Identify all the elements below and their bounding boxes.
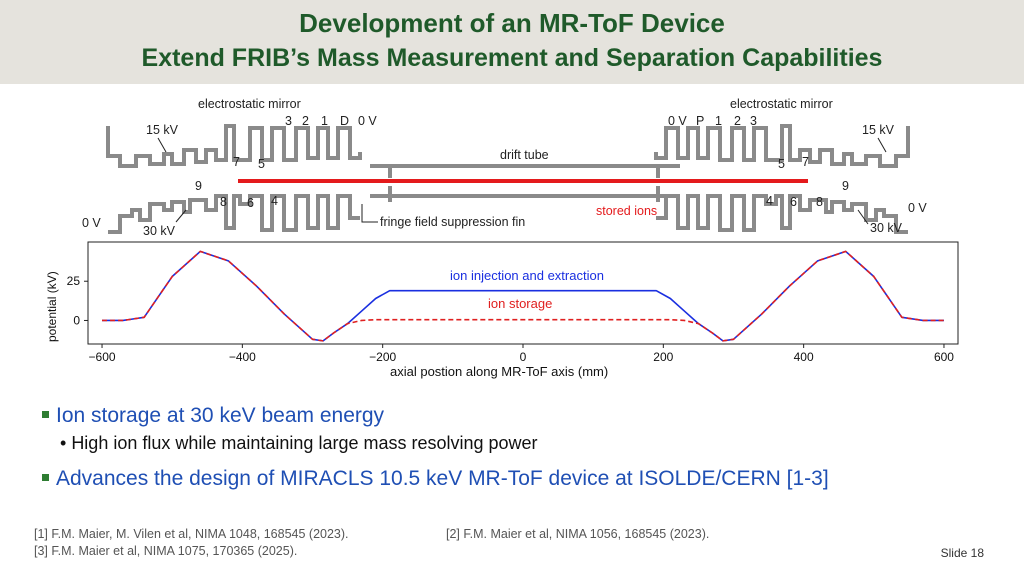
slide-subtitle: Extend FRIB’s Mass Measurement and Separ… <box>141 44 883 72</box>
left-electrode-2: 2 <box>302 114 309 128</box>
bullet-dot-icon: • <box>60 433 67 453</box>
right-electrode-p: P <box>696 114 704 128</box>
left-15kv-label: 15 kV <box>146 123 179 137</box>
pointer-left-30kv <box>175 209 187 223</box>
right-electrode-0v: 0 V <box>668 114 687 128</box>
bullet-square-icon <box>42 473 49 481</box>
bullet-text: Ion storage at 30 keV beam energy <box>56 404 385 427</box>
sub-bullet-ion-flux: • High ion flux while maintaining large m… <box>60 433 538 454</box>
reference-1: [1] F.M. Maier, M. Vilen et al, NIMA 104… <box>34 527 349 541</box>
left-mirror-bottom-electrodes <box>108 194 360 234</box>
bullet-square-icon <box>42 410 49 418</box>
x-tick-label: −400 <box>229 350 256 364</box>
x-tick-label: 400 <box>794 350 814 364</box>
right-7-label: 7 <box>802 155 809 169</box>
right-4-label: 4 <box>766 194 773 208</box>
y-axis-ticks: 0 25 <box>67 274 88 327</box>
pointer-right-30kv <box>857 209 869 225</box>
left-electrode-d: D <box>340 114 349 128</box>
left-electrode-3: 3 <box>285 114 292 128</box>
slide-number: Slide 18 <box>940 546 984 560</box>
left-electrode-1: 1 <box>321 114 328 128</box>
right-5-label: 5 <box>778 157 785 171</box>
pointer-right-15kv <box>877 137 887 153</box>
left-6-label: 6 <box>247 196 254 210</box>
slide-title: Development of an MR-ToF Device <box>299 8 725 38</box>
right-9-label: 9 <box>842 179 849 193</box>
x-tick-label: 200 <box>653 350 673 364</box>
right-6-label: 6 <box>790 195 797 209</box>
bullet-ion-storage: Ion storage at 30 keV beam energy <box>42 404 384 428</box>
reference-3: [3] F.M. Maier et al, NIMA 1075, 170365 … <box>34 544 298 558</box>
right-mirror-label: electrostatic mirror <box>730 97 833 111</box>
left-4-label: 4 <box>271 194 278 208</box>
series-ion-storage-line <box>102 250 944 342</box>
x-tick-label: −200 <box>369 350 396 364</box>
y-tick-label: 25 <box>67 274 81 288</box>
right-electrode-3: 3 <box>750 114 757 128</box>
right-30kv-label: 30 kV <box>870 221 903 235</box>
potential-series <box>102 250 944 342</box>
mr-tof-figure: electrostatic mirror electrostatic mirro… <box>45 97 959 379</box>
y-axis-label: potential (kV) <box>45 271 59 342</box>
right-electrode-1: 1 <box>715 114 722 128</box>
x-axis-ticks: −600 −400 −200 0 200 400 600 <box>89 344 954 364</box>
title-banner: Development of an MR-ToF Device Extend F… <box>0 0 1024 84</box>
legend-ion-storage: ion storage <box>488 296 552 311</box>
left-mirror-top-electrodes <box>106 124 362 168</box>
left-8-label: 8 <box>220 195 227 209</box>
left-mirror-label: electrostatic mirror <box>198 97 301 111</box>
left-9-label: 9 <box>195 179 202 193</box>
left-5-label: 5 <box>258 157 265 171</box>
drift-tube-label: drift tube <box>500 148 549 162</box>
right-8-label: 8 <box>816 195 823 209</box>
left-electrode-0v: 0 V <box>358 114 377 128</box>
pointer-fringe-fin <box>361 204 378 223</box>
right-0v-label: 0 V <box>908 201 927 215</box>
x-tick-label: −600 <box>89 350 116 364</box>
left-7-label: 7 <box>233 155 240 169</box>
bullet-text: Advances the design of MIRACLS 10.5 keV … <box>56 467 829 490</box>
right-15kv-label: 15 kV <box>862 123 895 137</box>
x-tick-label: 600 <box>934 350 954 364</box>
left-30kv-label: 30 kV <box>143 224 176 238</box>
bullet-miracls: Advances the design of MIRACLS 10.5 keV … <box>42 467 829 491</box>
sub-bullet-text: High ion flux while maintaining large ma… <box>71 433 538 453</box>
right-mirror-top-electrodes <box>654 124 910 168</box>
y-tick-label: 0 <box>73 313 80 327</box>
legend-injection-extraction: ion injection and extraction <box>450 268 604 283</box>
pointer-left-15kv <box>157 137 167 153</box>
right-mirror-bottom-electrodes <box>656 194 908 234</box>
fringe-fin-label: fringe field suppression fin <box>380 215 525 229</box>
right-electrode-2: 2 <box>734 114 741 128</box>
left-0v-label: 0 V <box>82 216 101 230</box>
x-tick-label: 0 <box>520 350 527 364</box>
x-axis-label: axial postion along MR-ToF axis (mm) <box>390 364 608 379</box>
reference-2: [2] F.M. Maier et al, NIMA 1056, 168545 … <box>446 527 710 541</box>
stored-ions-label: stored ions <box>596 204 657 218</box>
electrode-schematic <box>106 124 910 234</box>
